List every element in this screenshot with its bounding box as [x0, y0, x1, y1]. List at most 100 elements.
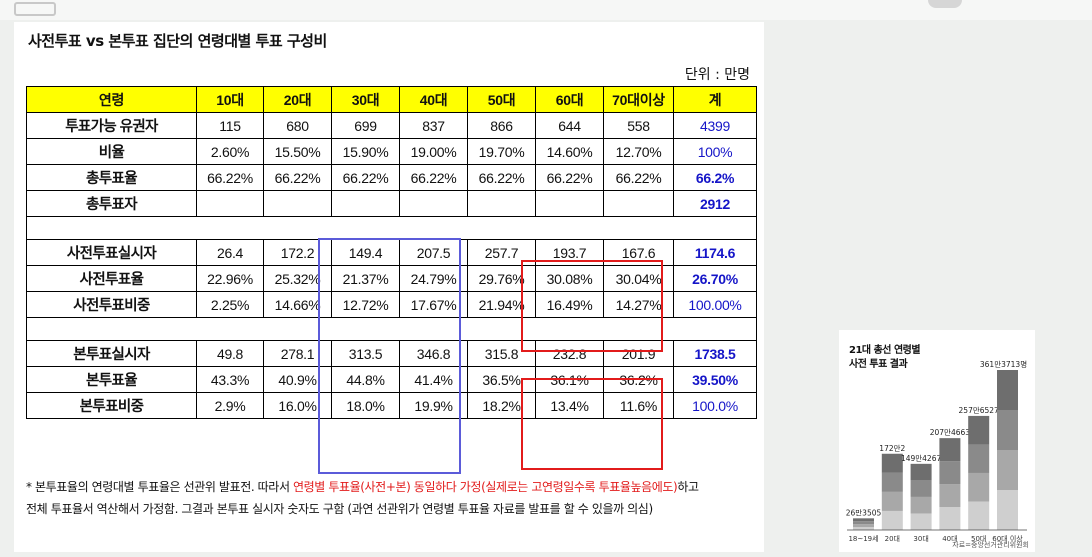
total-cell: 100.00%: [673, 291, 757, 318]
table-title: 사전투표 vs 본투표 집단의 연령대별 투표 구성비: [28, 32, 327, 50]
inset-value-label: 149만4267: [901, 454, 942, 463]
table-cell: 837: [399, 112, 468, 139]
inset-bar: [853, 518, 874, 530]
table-cell: 24.79%: [399, 265, 468, 292]
inset-bar: [997, 370, 1018, 530]
table-cell: 36.2%: [603, 366, 674, 393]
table-cell: 36.1%: [535, 366, 604, 393]
header-cell: 10대: [196, 86, 264, 113]
inset-category-label: 30대: [913, 535, 928, 543]
inset-bar: [939, 438, 961, 530]
total-cell: 100%: [673, 138, 757, 165]
total-cell: 4399: [673, 112, 757, 139]
table-cell: 12.70%: [603, 138, 674, 165]
table-cell: 19.00%: [399, 138, 468, 165]
table-cell: 36.5%: [467, 366, 536, 393]
row-label: 총투표율: [26, 164, 197, 191]
spacer-cell: [673, 317, 757, 341]
spacer-cell: [673, 216, 757, 240]
inset-bar-segment: [881, 472, 903, 492]
row-label: 사전투표율: [26, 265, 197, 292]
table-row: 본투표비중 2.9% 16.0% 18.0% 19.9% 18.2% 13.4% 11.6% 1…: [26, 392, 757, 419]
inset-value-label: 361만3713명: [980, 359, 1027, 369]
inset-bar-segment: [939, 461, 961, 485]
inset-bar-segment: [997, 370, 1018, 410]
inset-bar-segment: [939, 438, 961, 462]
footnote-prefix: * 본투표율의 연령대별 투표율은 선관위 발표전. 따라서: [26, 480, 293, 494]
table-cell: 17.67%: [399, 291, 468, 318]
footnote-suffix: 하고: [677, 480, 699, 494]
table-cell: 26.4: [196, 239, 264, 266]
inset-value-label: 207만4663: [930, 428, 971, 437]
spacer-cell: [467, 216, 536, 240]
inset-bar-segment: [881, 510, 903, 530]
inset-bar-segment: [968, 415, 990, 445]
inset-bar-segment: [853, 518, 874, 522]
table-cell: 201.9: [603, 340, 674, 367]
table-cell: 66.22%: [331, 164, 400, 191]
table-cell: [196, 190, 264, 217]
inset-bar: [910, 463, 932, 530]
row-label: 사전투표실시자: [26, 239, 197, 266]
inset-chart: 21대 총선 연령별 사전 투표 결과 26만3505 18~19세 172만2 20…: [839, 330, 1035, 552]
table-row: 본투표실시자 49.8 278.1 313.5 346.8 315.8 232.8 201.9…: [26, 340, 757, 367]
spacer-cell: [196, 216, 264, 240]
table-cell: 44.8%: [331, 366, 400, 393]
table-cell: 16.0%: [263, 392, 332, 419]
inset-bar-segment: [910, 463, 932, 481]
table-cell: 15.50%: [263, 138, 332, 165]
table-cell: 19.9%: [399, 392, 468, 419]
table-cell: 644: [535, 112, 604, 139]
spacer-cell: [26, 216, 197, 240]
inset-title-line1: 21대 총선 연령별: [849, 345, 921, 356]
row-label: 투표가능 유권자: [26, 112, 197, 139]
table-cell: [603, 190, 674, 217]
table-cell: 866: [467, 112, 536, 139]
table-cell: 14.60%: [535, 138, 604, 165]
spacer-cell: [535, 216, 604, 240]
inset-value-label: 26만3505: [846, 508, 882, 517]
table-cell: [331, 190, 400, 217]
table-row: 총투표율 66.22% 66.22% 66.22% 66.22% 66.22% 66.22%…: [26, 164, 757, 191]
table-cell: 680: [263, 112, 332, 139]
table-cell: 66.22%: [467, 164, 536, 191]
table-cell: 18.0%: [331, 392, 400, 419]
inset-title-line2: 사전 투표 결과: [849, 359, 908, 370]
inset-bar-segment: [910, 513, 932, 530]
spacer-cell: [263, 317, 332, 341]
table-cell: 2.25%: [196, 291, 264, 318]
spacer-cell: [603, 317, 674, 341]
table-cell: 315.8: [467, 340, 536, 367]
row-label: 본투표율: [26, 366, 197, 393]
inset-category-label: 18~19세: [848, 534, 878, 543]
inset-bar-segment: [939, 507, 961, 530]
inset-bar-segment: [997, 410, 1018, 450]
header-cell: 50대: [467, 86, 536, 113]
total-cell: 66.2%: [673, 164, 757, 191]
footnote-highlight: 연령별 투표율(사전+본) 동일하다 가정(실제로는 고연령일수록 투표율높음에…: [293, 480, 678, 494]
header-cell: 30대: [331, 86, 400, 113]
table-cell: [467, 190, 536, 217]
table-row: 본투표율 43.3% 40.9% 44.8% 41.4% 36.5% 36.1% 36.2% 3…: [26, 366, 757, 393]
total-cell: 26.70%: [673, 265, 757, 292]
total-cell: 1738.5: [673, 340, 757, 367]
spacer-cell: [467, 317, 536, 341]
header-cell: 연령: [26, 86, 197, 113]
table-cell: 149.4: [331, 239, 400, 266]
total-cell: 39.50%: [673, 366, 757, 393]
table-cell: 313.5: [331, 340, 400, 367]
table-cell: 40.9%: [263, 366, 332, 393]
unit-label: 단위 : 만명: [684, 67, 750, 83]
table-cell: 2.9%: [196, 392, 264, 419]
table-cell: 172.2: [263, 239, 332, 266]
table-cell: 11.6%: [603, 392, 674, 419]
inset-bar-segment: [853, 521, 874, 525]
spacer-cell: [263, 216, 332, 240]
table-cell: 49.8: [196, 340, 264, 367]
header-cell: 계: [673, 86, 757, 113]
table-cell: 41.4%: [399, 366, 468, 393]
inset-bar-segment: [881, 453, 903, 473]
table-cell: 257.7: [467, 239, 536, 266]
inset-category-label: 20대: [885, 535, 900, 543]
total-cell: 1174.6: [673, 239, 757, 266]
